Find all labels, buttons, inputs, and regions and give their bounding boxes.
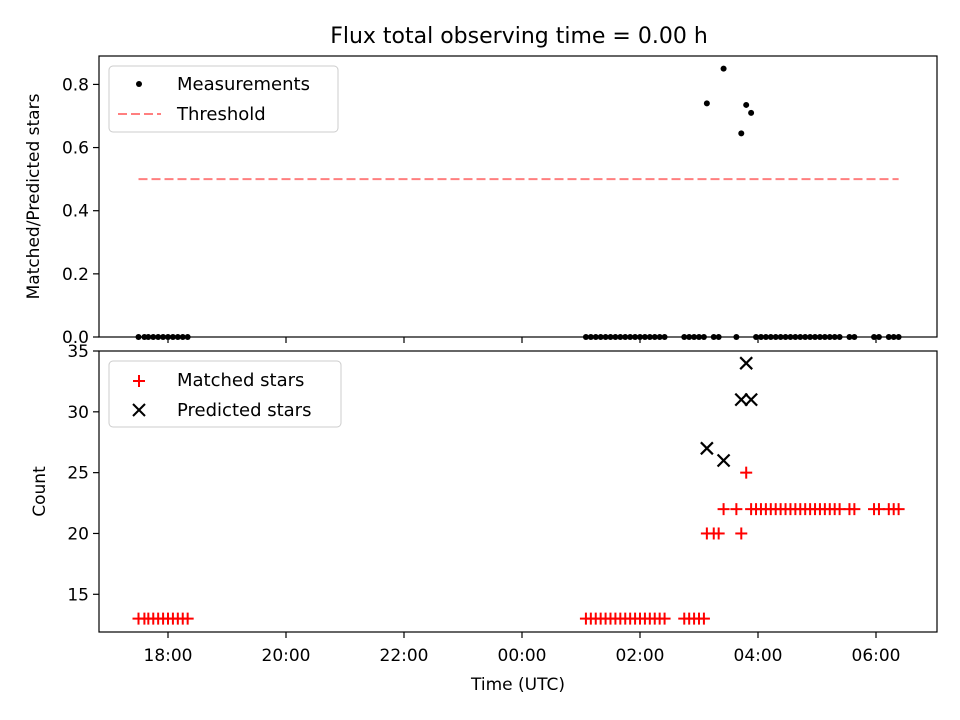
predicted-star-point — [716, 453, 731, 468]
top-legend: Measurements Threshold — [108, 65, 339, 133]
bottom-legend: Matched stars Predicted stars — [108, 360, 342, 428]
matched-star-point — [717, 503, 730, 516]
x-tick-label: 06:00 — [852, 646, 901, 666]
x-axis-label: Time (UTC) — [470, 675, 565, 695]
x-tick-label: 22:00 — [380, 646, 429, 666]
measurement-point — [703, 100, 710, 107]
matched-star-point — [848, 503, 861, 516]
predicted-star-point — [734, 392, 749, 407]
bottom-plot-frame — [98, 350, 938, 633]
x-tick-label: 20:00 — [262, 646, 311, 666]
top-y-axis-label: Matched/Predicted stars — [24, 93, 44, 299]
measurements-legend-marker — [136, 81, 142, 87]
chart-title: Flux total observing time = 0.00 h — [330, 24, 708, 49]
measurement-point — [743, 101, 750, 108]
predicted-star-point — [744, 392, 758, 407]
measurement-point — [720, 65, 727, 72]
bottom-legend-box — [108, 360, 342, 428]
matched-star-point — [712, 527, 725, 540]
predicted-legend-label: Predicted stars — [177, 400, 311, 421]
x-tick-label: 04:00 — [734, 646, 783, 666]
measurements-legend-label: Measurements — [177, 74, 310, 95]
matched-star-point — [658, 612, 671, 625]
bottom-y-tick-label: 30 — [67, 403, 89, 423]
top-y-tick-label: 0.4 — [62, 202, 89, 222]
matched-star-point — [181, 612, 194, 625]
bottom-y-tick-label: 15 — [67, 585, 89, 605]
bottom-panel: 15 20 25 30 35 18:00 20:00 22:00 00:00 02:00 04:00… — [30, 342, 938, 695]
top-panel: 0.00.20.40.60.8 Matched/Predicted stars … — [24, 55, 938, 348]
matched-star-point — [697, 612, 710, 625]
bottom-y-tick-label: 20 — [67, 524, 89, 544]
top-y-tick-label: 0.8 — [62, 75, 89, 95]
top-plot-frame — [98, 55, 938, 338]
bottom-y-axis-label: Count — [30, 466, 50, 517]
x-tick-label: 02:00 — [616, 646, 665, 666]
matched-star-point — [730, 503, 743, 516]
top-legend-box — [108, 65, 339, 133]
measurement-point — [748, 109, 755, 116]
matched-star-point — [735, 527, 748, 540]
predicted-star-point — [700, 441, 714, 456]
bottom-y-tick-label: 25 — [67, 464, 89, 484]
measurement-point — [738, 130, 745, 137]
matched-legend-label: Matched stars — [177, 370, 304, 391]
x-tick-label: 00:00 — [498, 646, 547, 666]
top-y-tick-label: 0.2 — [62, 265, 89, 285]
predicted-legend-marker — [132, 403, 146, 417]
matched-star-point — [892, 503, 905, 516]
bottom-y-tick-label: 35 — [67, 342, 89, 362]
threshold-legend-label: Threshold — [176, 104, 266, 125]
top-y-tick-label: 0.6 — [62, 139, 89, 159]
x-tick-label: 18:00 — [144, 646, 193, 666]
matched-legend-marker — [133, 375, 145, 387]
top-y-tick-label: 0.0 — [62, 328, 89, 348]
matched-star-point — [740, 466, 753, 479]
predicted-star-point — [739, 356, 753, 370]
